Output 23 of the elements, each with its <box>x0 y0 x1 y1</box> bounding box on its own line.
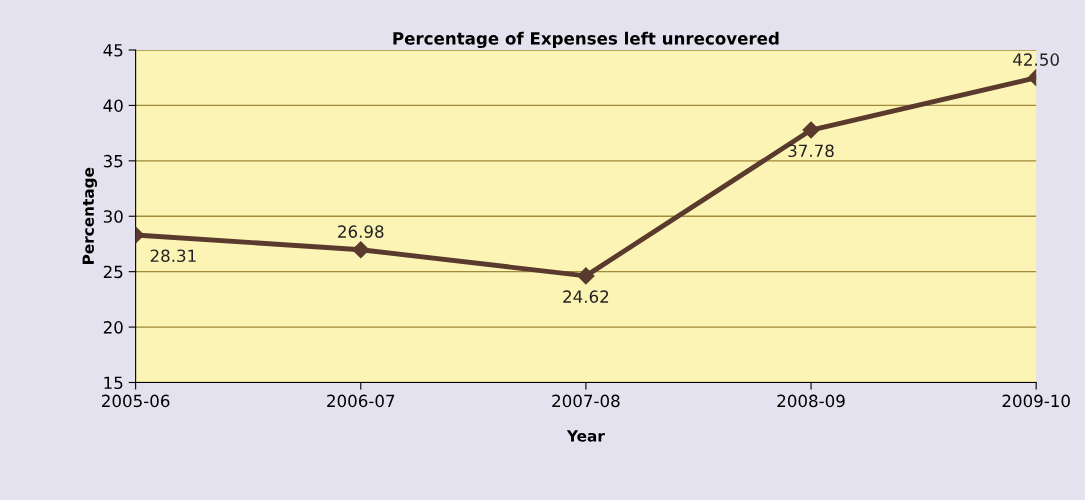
y-axis-title: Percentage <box>82 167 98 264</box>
point <box>802 121 820 139</box>
y-tick-label: 15 <box>104 376 123 390</box>
y-tick-label: 45 <box>103 44 123 57</box>
point <box>352 241 370 259</box>
data-label: 28.31 <box>150 249 196 263</box>
y-tick-label: 35 <box>103 154 123 168</box>
y-tick-label: 20 <box>103 321 123 334</box>
y-tick-label: 25 <box>103 265 123 279</box>
y-tick-label: 40 <box>103 99 123 112</box>
data-label: 42.50 <box>1013 53 1059 66</box>
y-tick-label: 30 <box>103 210 123 223</box>
x-tick-label: 2005-06 <box>102 394 170 408</box>
x-tick-label: 2009-10 <box>1002 394 1070 408</box>
x-axis-title: Year <box>566 430 605 442</box>
data-label: 37.78 <box>788 144 834 158</box>
data-label: 26.98 <box>338 225 384 238</box>
x-tick-label: 2006-07 <box>327 394 395 408</box>
point <box>577 267 595 285</box>
x-tick-label: 2008-09 <box>777 394 845 408</box>
data-label: 24.62 <box>563 290 609 303</box>
chart-title: Percentage of Expenses left unrecovered <box>393 31 779 49</box>
x-tick-label: 2007-08 <box>552 394 620 408</box>
